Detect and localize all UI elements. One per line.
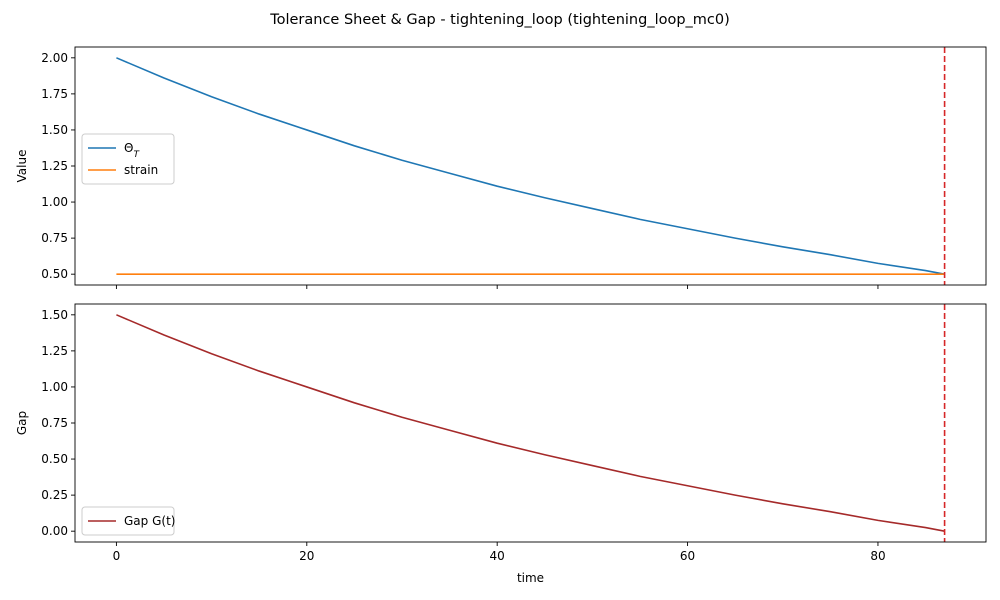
legend-box	[81, 506, 175, 536]
y-tick-label: 1.25	[41, 344, 68, 358]
legend-label: strain	[124, 163, 158, 177]
y-tick-label: 1.25	[41, 159, 68, 173]
y-tick-label: 0.75	[41, 231, 68, 245]
x-tick-label: 20	[299, 549, 314, 563]
y-tick-label: 0.25	[41, 488, 68, 502]
y-tick-label: 1.50	[41, 123, 68, 137]
bottom-panel: 0 20 40 60 80 0.00 0.25 0.50 0.75 1.00 1.25 1.50 Gap…	[15, 303, 987, 585]
y-tick-label: 0.00	[41, 524, 68, 538]
x-axis-label: time	[517, 571, 544, 585]
y-tick-label: 2.00	[41, 51, 68, 65]
legend-box	[81, 133, 175, 185]
figure-title: Tolerance Sheet & Gap - tightening_loop …	[269, 12, 730, 28]
x-tick-label: 40	[490, 549, 505, 563]
y-tick-label: 1.00	[41, 195, 68, 209]
y-tick-label: 1.50	[41, 308, 68, 322]
x-tick-label: 80	[870, 549, 885, 563]
y-axis-label: Value	[15, 150, 29, 183]
y-tick-label: 1.00	[41, 380, 68, 394]
y-tick-label: 0.75	[41, 416, 68, 430]
y-tick-label: 1.75	[41, 87, 68, 101]
y-tick-label: 0.50	[41, 452, 68, 466]
y-tick-label: 0.50	[41, 267, 68, 281]
legend: Gap G(t)	[81, 506, 175, 536]
top-panel: 0.50 0.75 1.00 1.25 1.50 1.75 2.00 Value ΘTstrai…	[15, 46, 987, 289]
legend-label: Gap G(t)	[124, 514, 175, 528]
series-line-1-0	[116, 314, 945, 532]
x-tick-label: 0	[113, 549, 121, 563]
x-tick-label: 60	[680, 549, 695, 563]
series-line-0-0	[116, 57, 945, 275]
y-axis-label: Gap	[15, 411, 29, 435]
